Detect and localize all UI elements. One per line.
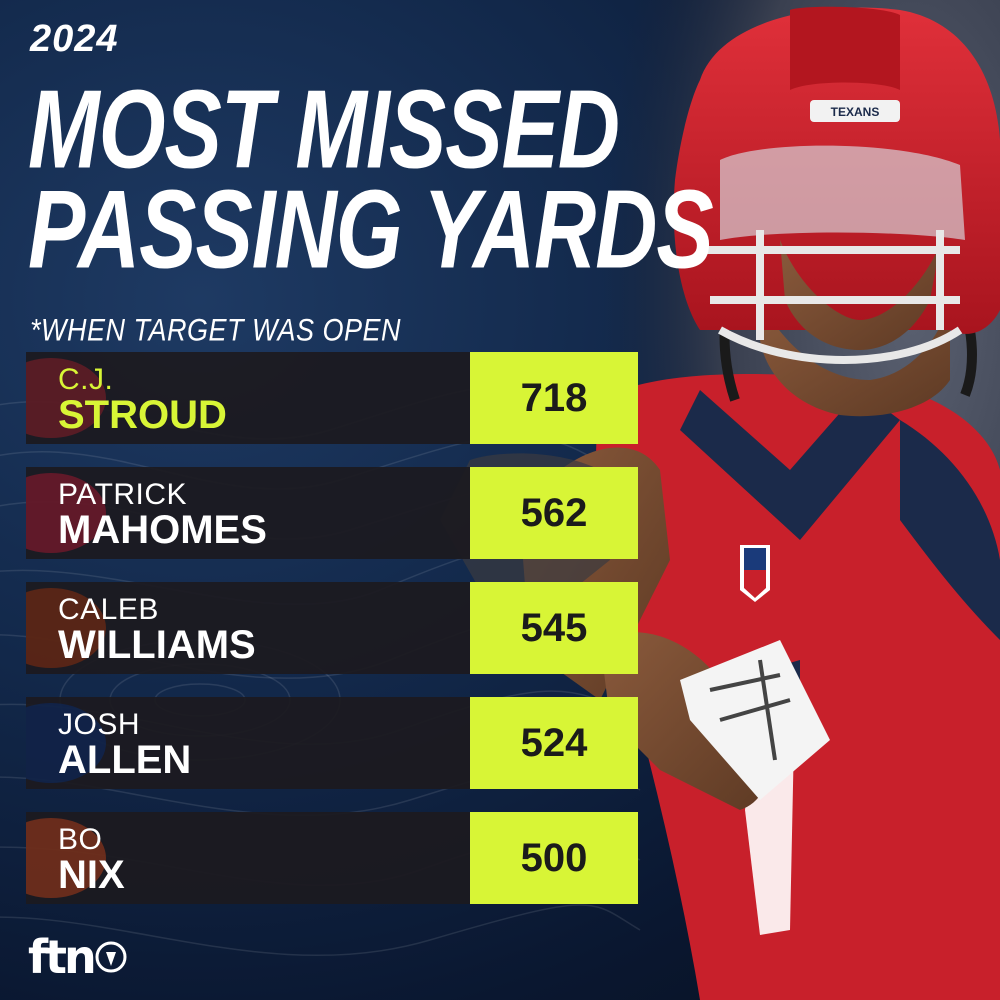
player-first-name: JOSH (58, 708, 141, 741)
brand-name: ftn (28, 930, 97, 984)
value-box: 545 (470, 582, 638, 674)
subtitle: *WHEN TARGET WAS OPEN (30, 313, 402, 348)
player-first-name: BO (58, 823, 103, 856)
player-last-name: ALLEN (58, 738, 192, 782)
brand-signal-icon (95, 941, 127, 973)
ranking-row: CALEB WILLIAMS 545 (26, 582, 638, 674)
player-name-box: C.J. STROUD (26, 352, 470, 444)
value-box: 500 (470, 812, 638, 904)
title-line-1: MOST MISSED (28, 67, 620, 193)
player-last-name: WILLIAMS (58, 623, 256, 667)
player-name-box: BO NIX (26, 812, 470, 904)
svg-text:TEXANS: TEXANS (831, 105, 880, 119)
missed-yards-value: 545 (520, 605, 588, 650)
missed-yards-value: 718 (520, 375, 588, 420)
player-last-name: NIX (58, 853, 125, 897)
player-last-name: STROUD (58, 393, 227, 437)
player-name-box: JOSH ALLEN (26, 697, 470, 789)
year-label: 2024 (30, 18, 119, 60)
player-name-box: CALEB WILLIAMS (26, 582, 470, 674)
missed-yards-value: 524 (520, 720, 588, 765)
player-first-name: CALEB (58, 593, 159, 626)
player-name-box: PATRICK MAHOMES (26, 467, 470, 559)
ranking-row: JOSH ALLEN 524 (26, 697, 638, 789)
ranking-row: BO NIX 500 (26, 812, 638, 904)
value-box: 718 (470, 352, 638, 444)
title-line-2: PASSING YARDS (28, 167, 714, 293)
ranking-row: C.J. STROUD 718 (26, 352, 638, 444)
player-first-name: PATRICK (58, 478, 188, 511)
missed-yards-value: 500 (520, 835, 588, 880)
value-box: 524 (470, 697, 638, 789)
player-first-name: C.J. (58, 363, 114, 396)
value-box: 562 (470, 467, 638, 559)
missed-yards-value: 562 (520, 490, 588, 535)
ranking-row: PATRICK MAHOMES 562 (26, 467, 638, 559)
player-last-name: MAHOMES (58, 508, 267, 552)
ftn-logo: ftn (28, 930, 128, 984)
